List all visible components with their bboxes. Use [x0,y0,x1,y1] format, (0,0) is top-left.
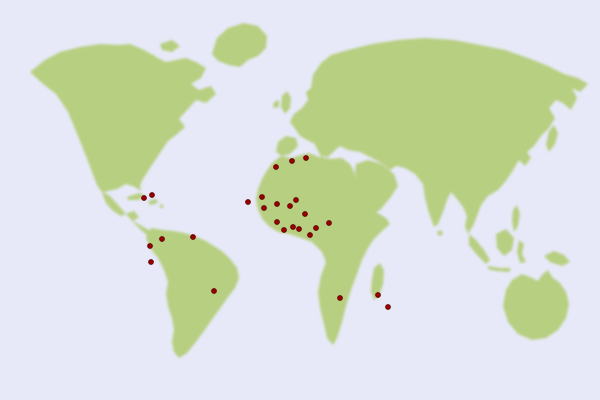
occurrence-point [302,211,308,217]
occurrence-point [148,259,154,265]
occurrence-point [245,199,251,205]
occurrence-point [149,192,155,198]
occurrence-point [147,243,153,249]
occurrence-point [274,219,280,225]
occurrence-point [211,288,217,294]
occurrence-point [287,203,293,209]
occurrence-points-layer [141,155,391,310]
occurrence-point [293,197,299,203]
occurrence-point [159,236,165,242]
occurrence-point [375,292,381,298]
occurrence-point [274,201,280,207]
occurrence-point [313,225,319,231]
occurrence-point [303,155,309,161]
occurrence-point [289,158,295,164]
occurrence-point [259,194,265,200]
occurrence-point [281,227,287,233]
occurrence-point [290,224,296,230]
occurrence-point [261,205,267,211]
occurrence-point [385,304,391,310]
occurrence-point [307,232,313,238]
occurrence-point [326,220,332,226]
occurrence-point [296,226,302,232]
occurrence-point [337,295,343,301]
occurrence-point [273,164,279,170]
occurrence-point [190,234,196,240]
occurrence-point [141,195,147,201]
